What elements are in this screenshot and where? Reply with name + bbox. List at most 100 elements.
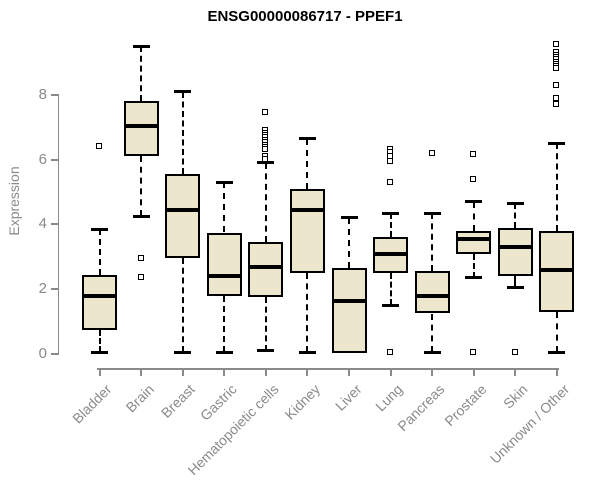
whisker-lower-breast [181,258,184,353]
whisker-upper-bladder [98,229,101,275]
whisker-cap-lower-pancreas [423,350,441,354]
whisker-cap-upper-prostate [465,200,483,204]
y-tick-label: 2 [38,280,47,298]
outlier-point-unknown-other [553,65,560,72]
outlier-point-unknown-other [553,94,560,101]
y-tick-label: 4 [38,215,47,233]
median-line-unknown-other [539,267,575,272]
x-tick-label: Bladder [69,381,116,427]
y-tick [50,223,58,226]
whisker-lower-kidney [306,273,309,353]
whisker-lower-lung [389,273,392,306]
y-tick [50,353,58,355]
box-gastric [206,232,242,296]
whisker-upper-lung [389,213,392,238]
whisker-lower-brain [140,156,143,217]
x-tick-label: Prostate [440,381,489,430]
whisker-lower-prostate [472,253,475,278]
whisker-cap-upper-brain [132,44,150,48]
whisker-lower-hematopoietic-cells [264,297,267,351]
whisker-cap-lower-lung [382,303,400,307]
whisker-cap-lower-breast [174,350,192,354]
x-tick [181,369,184,376]
whisker-cap-upper-unknown-other [548,141,566,145]
outlier-point-pancreas [428,149,435,156]
x-tick [223,369,226,376]
x-tick-label: Lung [372,381,406,415]
median-line-bladder [82,293,118,298]
whisker-cap-lower-gastric [215,350,233,354]
outlier-point-brain [137,274,144,281]
whisker-cap-upper-kidney [298,137,316,141]
outlier-point-lung [387,157,394,164]
box-bladder [82,274,118,330]
x-axis-line [97,368,560,370]
whisker-upper-hematopoietic-cells [264,162,267,243]
whisker-cap-upper-hematopoietic-cells [257,161,275,165]
y-tick [50,288,58,291]
outlier-point-unknown-other [553,81,560,88]
whisker-cap-upper-liver [340,216,358,220]
x-tick [264,369,267,376]
outlier-point-hematopoietic-cells [262,146,269,153]
x-tick-label: Kidney [281,381,323,423]
x-tick [348,369,350,376]
outlier-point-lung [387,178,394,185]
box-pancreas [414,271,450,314]
whisker-cap-lower-prostate [465,276,483,280]
whisker-cap-lower-skin [506,286,524,290]
whisker-cap-upper-bladder [91,227,109,231]
y-tick-label: 6 [38,150,47,168]
box-kidney [289,188,325,273]
whisker-cap-upper-pancreas [423,211,441,215]
whisker-upper-brain [140,46,143,102]
box-hematopoietic-cells [248,242,284,298]
median-line-brain [123,123,159,128]
chart-title: ENSG00000086717 - PPEF1 [207,8,403,25]
whisker-cap-lower-brain [132,214,150,218]
box-skin [497,227,533,277]
whisker-lower-pancreas [431,313,434,353]
median-line-pancreas [414,293,450,298]
outlier-point-skin [511,348,518,355]
whisker-upper-gastric [223,182,226,233]
median-line-liver [331,298,367,303]
whisker-cap-lower-bladder [91,350,109,354]
whisker-upper-breast [181,91,184,175]
x-tick [98,369,101,376]
median-line-gastric [206,274,242,279]
outlier-point-hematopoietic-cells [262,109,269,116]
whisker-cap-upper-skin [506,201,524,205]
outlier-point-lung [387,348,394,355]
median-line-breast [165,207,201,212]
x-tick [555,369,558,376]
x-tick [140,369,143,376]
x-tick [514,369,517,376]
y-axis-line [57,93,59,355]
whisker-upper-kidney [306,138,309,189]
box-liver [331,268,367,354]
x-tick [472,369,475,376]
y-tick-label: 0 [38,345,47,362]
whisker-cap-lower-kidney [298,350,316,354]
y-tick [50,158,58,161]
median-line-skin [497,245,533,250]
whisker-cap-upper-breast [174,90,192,94]
outlier-point-unknown-other [553,101,560,108]
whisker-upper-prostate [472,201,475,231]
x-tick-label: Liver [331,381,365,414]
outlier-point-prostate [470,151,477,158]
x-tick [389,369,392,376]
whisker-lower-skin [514,276,517,288]
x-tick [431,369,434,376]
x-tick-label: Skin [499,381,531,412]
x-tick-label: Unknown / Other [486,381,573,467]
outlier-point-bladder [96,143,103,150]
box-prostate [456,230,492,254]
outlier-point-prostate [470,348,477,355]
median-line-lung [373,251,409,256]
whisker-upper-skin [514,203,517,228]
outlier-point-hematopoietic-cells [262,156,269,163]
whisker-upper-pancreas [431,213,434,272]
x-tick-label: Brain [122,381,157,416]
